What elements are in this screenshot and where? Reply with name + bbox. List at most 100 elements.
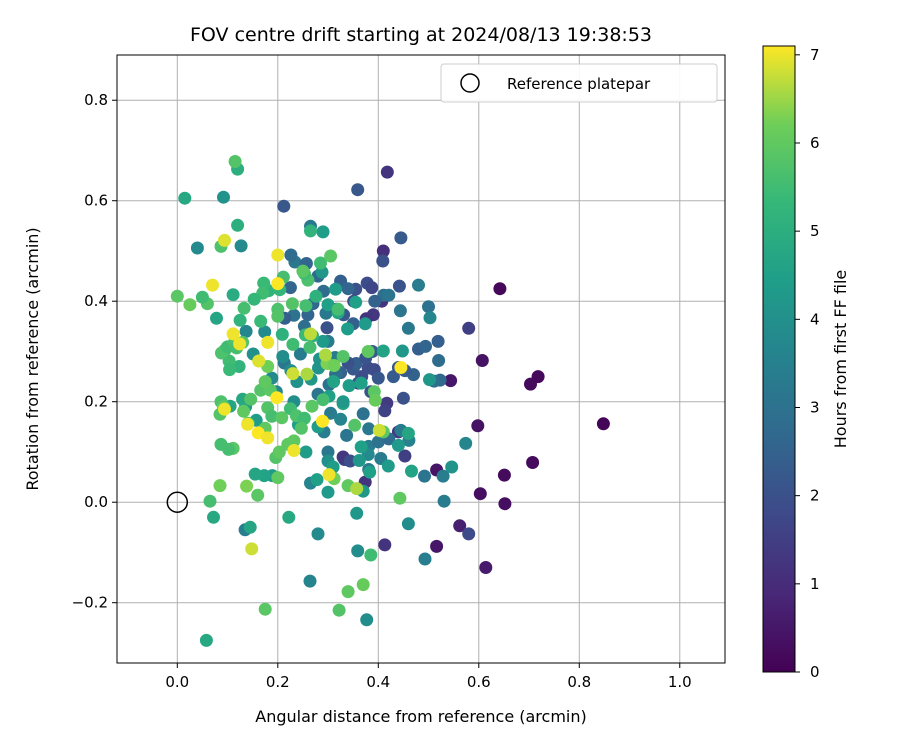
data-point [498,497,512,511]
data-point [376,344,390,358]
data-point [248,467,262,481]
x-tick-label: 0.8 [567,673,591,691]
y-tick-label: −0.2 [72,594,108,612]
data-point [282,510,296,524]
data-point [206,278,219,292]
data-point [228,155,242,168]
data-point [372,423,386,437]
colorbar: 0 1 2 3 4 5 6 7 Hours from first FF file [762,45,850,681]
data-point [299,299,313,313]
data-point [178,191,192,205]
data-point [233,313,247,327]
data-point [459,436,473,450]
colorbar-ticks: 0 1 2 3 4 5 6 7 [795,46,820,681]
x-tick-label: 0.4 [366,673,390,691]
data-point [277,199,291,213]
data-point [368,393,382,407]
data-point [316,393,330,407]
data-point [331,302,345,316]
data-point [422,300,435,314]
y-tick-label: 0.6 [84,192,108,210]
data-point [341,282,355,296]
data-point [294,421,308,435]
colorbar-tick-label: 3 [810,398,820,416]
data-point [316,334,330,348]
data-point [342,379,356,393]
data-point [405,464,418,478]
colorbar-tick-label: 1 [810,575,820,593]
data-point [257,276,271,290]
data-point [233,337,247,351]
data-point [316,414,329,428]
data-point [436,469,450,483]
data-point [321,445,335,459]
data-point [351,544,365,558]
data-point [293,347,307,361]
data-point [336,350,350,363]
data-point [254,314,268,328]
chart-title: FOV centre drift starting at 2024/08/13 … [190,24,652,46]
data-point [251,488,265,502]
data-point [356,407,370,421]
data-point [423,373,436,387]
data-point [358,317,372,331]
data-point [329,282,343,296]
data-point [319,348,332,362]
data-point [217,190,230,204]
data-point [401,426,415,440]
data-point [218,402,231,416]
data-point [341,585,355,599]
data-point [349,295,363,309]
data-point [240,479,254,493]
legend-open-circle-icon [460,73,480,93]
data-point [412,278,425,292]
data-point [354,440,368,454]
data-point [423,311,437,325]
data-point [284,248,298,262]
data-point [304,327,317,341]
data-point [524,377,537,391]
data-point [431,334,445,348]
y-axis: −0.2 0.0 0.2 0.4 0.6 0.8 [72,91,117,612]
data-point [382,288,396,302]
data-point [341,322,355,336]
data-point [396,391,410,405]
scatter-points [170,155,610,647]
data-point [324,406,338,420]
data-point [363,465,377,479]
data-point [183,298,197,312]
data-point [203,494,217,508]
data-point [286,367,300,381]
data-point [336,395,350,409]
data-point [190,241,204,255]
data-point [299,445,313,459]
data-point [207,510,220,524]
y-axis-label: Rotation from reference (arcmin) [23,227,42,490]
colorbar-tick-label: 2 [810,487,820,505]
data-point [497,468,511,482]
data-point [199,633,213,647]
colorbar-tick-label: 6 [810,134,820,152]
colorbar-tick-label: 5 [810,222,820,240]
data-point [303,340,317,354]
y-tick-label: 0.4 [84,292,108,310]
legend: Reference platepar [440,63,718,103]
data-point [380,165,394,179]
data-point [471,419,485,433]
data-point [322,468,336,482]
colorbar-gradient [762,45,796,673]
data-point [398,449,412,463]
data-point [392,279,406,293]
data-point [271,277,285,291]
data-point [195,290,209,304]
data-point [378,404,392,418]
data-point [237,404,251,418]
data-point [401,517,415,531]
data-point [351,183,365,197]
x-tick-label: 0.0 [165,673,189,691]
data-point [316,225,330,239]
data-point [218,233,231,247]
data-point [287,444,301,457]
data-point [462,321,476,335]
data-point [401,321,415,335]
